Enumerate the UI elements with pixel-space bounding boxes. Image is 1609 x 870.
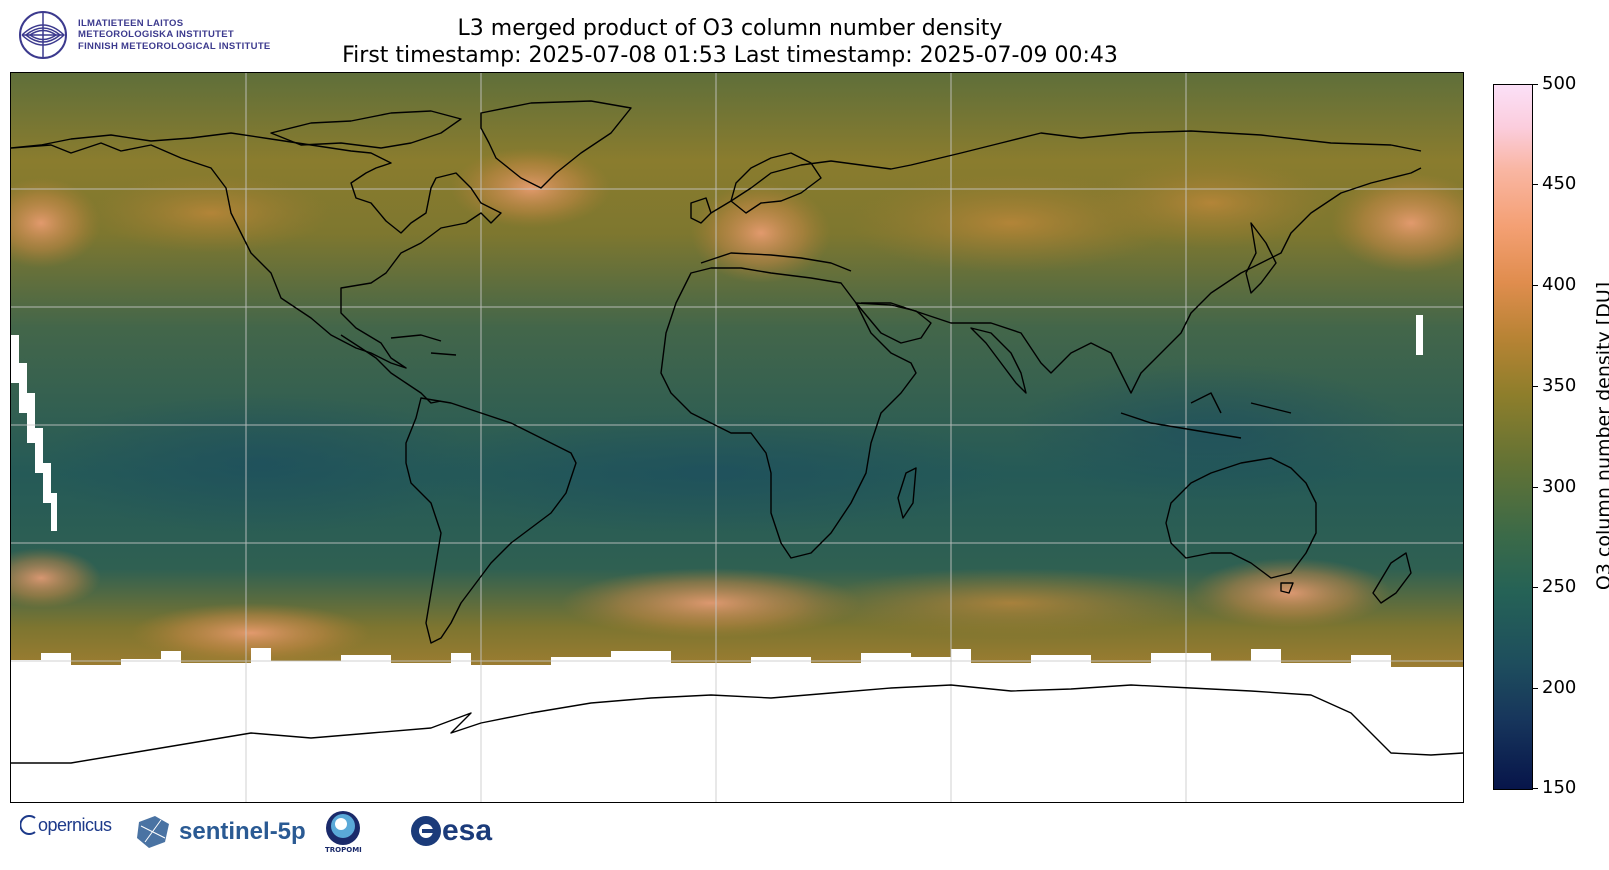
esa-logo: esa (410, 814, 492, 848)
coast-central-america (340, 334, 442, 404)
tropomi-logo: TROPOMI (325, 810, 362, 854)
colorbar-tick-label-250: 250 (1542, 576, 1577, 597)
coast-tasmania (1280, 582, 1294, 594)
no-data-antarctic (11, 648, 1463, 802)
coast-arctic-islands (270, 110, 462, 149)
tropomi-wordmark: TROPOMI (325, 846, 362, 854)
colorbar-tick-label-500: 500 (1542, 73, 1577, 94)
ozone-anomalies (11, 148, 1463, 663)
colorbar-label: O3 column number density [DU] (1593, 281, 1609, 591)
coast-scandinavia (730, 152, 822, 214)
colorbar-tick-label-450: 450 (1542, 173, 1577, 194)
ozone-map (10, 72, 1464, 803)
colorbar-tick (1532, 788, 1538, 789)
colorbar-tick (1532, 487, 1538, 488)
coast-europe (710, 130, 1422, 214)
no-data-swath-west (11, 335, 57, 531)
colorbar-tick (1532, 386, 1538, 387)
coast-arabia (855, 302, 932, 344)
colorbar-tick (1532, 587, 1538, 588)
ozone-map-svg (11, 73, 1463, 802)
colorbar-tick-label-350: 350 (1542, 375, 1577, 396)
colorbar-tick (1532, 688, 1538, 689)
sentinel-wordmark: sentinel-5p (179, 818, 306, 845)
gridlines (11, 73, 1463, 802)
colorbar-tick (1532, 285, 1538, 286)
colorbar-tick-label-150: 150 (1542, 777, 1577, 798)
coastlines (11, 100, 1463, 764)
coast-caribbean (390, 334, 457, 356)
satellite-icon (137, 816, 169, 848)
fmi-name-sv: METEOROLOGISKA INSTITUTET (78, 29, 234, 41)
copernicus-logo: opernicus (20, 814, 112, 836)
coast-new-zealand (1372, 552, 1412, 604)
coast-india (970, 327, 1027, 394)
no-data-swath-east (1416, 315, 1423, 355)
colorbar-tick-label-200: 200 (1542, 677, 1577, 698)
esa-wordmark: esa (442, 814, 493, 847)
partner-logos: opernicus sentinel-5p TROPOMI esa (20, 810, 540, 862)
fmi-logo: ILMATIETEEN LAITOS METEOROLOGISKA INSTIT… (18, 10, 318, 60)
coast-asia (861, 167, 1422, 394)
copernicus-wordmark: opernicus (38, 814, 112, 835)
coast-mediterranean (700, 252, 852, 272)
coast-british-isles (690, 197, 712, 224)
coast-north-america (11, 132, 502, 369)
tropomi-eye-icon (326, 811, 361, 845)
colorbar-tick-label-300: 300 (1542, 476, 1577, 497)
coast-australia (1165, 457, 1317, 579)
map-title: L3 merged product of O3 column number de… (457, 16, 1003, 41)
coast-japan (1245, 222, 1277, 294)
esa-e-icon (411, 816, 441, 846)
colorbar-tick (1532, 84, 1538, 85)
colorbar-tick-label-400: 400 (1542, 274, 1577, 295)
fmi-emblem-icon (19, 11, 67, 59)
map-subtitle-timestamps: First timestamp: 2025-07-08 01:53 Last t… (342, 43, 1118, 68)
coast-antarctica (11, 684, 1463, 764)
colorbar-tick (1532, 184, 1538, 185)
copernicus-c-icon (20, 815, 36, 835)
coast-south-america (405, 397, 577, 644)
coast-madagascar (897, 467, 917, 519)
coast-greenland (480, 100, 632, 189)
coast-indonesia (1120, 392, 1292, 439)
fmi-name-en: FINNISH METEOROLOGICAL INSTITUTE (78, 40, 271, 52)
colorbar (1493, 84, 1533, 790)
sentinel-5p-logo: sentinel-5p (135, 814, 306, 850)
fmi-name-fi: ILMATIETEEN LAITOS (78, 17, 184, 29)
coast-africa (660, 267, 917, 559)
